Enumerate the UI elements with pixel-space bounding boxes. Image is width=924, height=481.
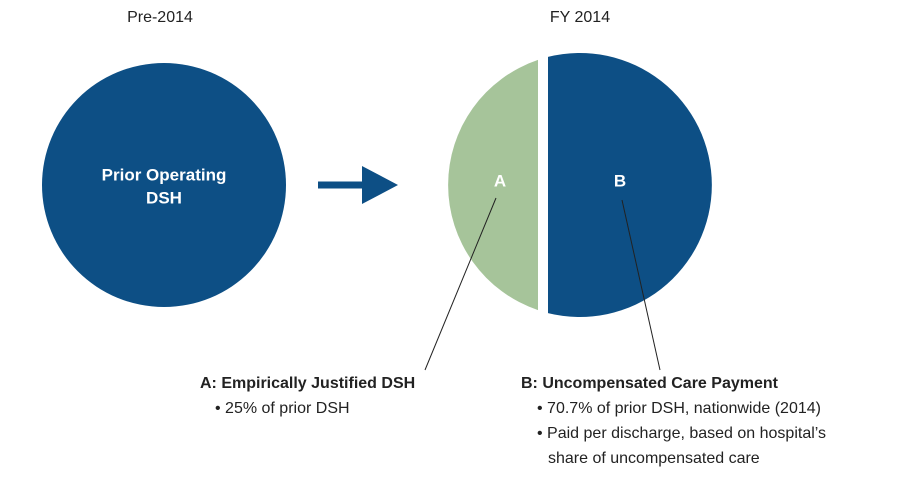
callout-bullet: • 70.7% of prior DSH, nationwide (2014)	[537, 400, 821, 417]
leader-line	[621, 199, 661, 371]
leader-line	[424, 197, 497, 371]
callout-bullet: • 25% of prior DSH	[215, 400, 350, 417]
prior-circle	[42, 63, 286, 307]
callout-bullet: • Paid per discharge, based on hospital’…	[537, 425, 826, 442]
callout-title: B: Uncompensated Care Payment	[521, 375, 779, 392]
segment-b	[548, 52, 712, 317]
circle-label-line: DSH	[146, 188, 182, 207]
callout-bullet-continued: share of uncompensated care	[548, 450, 760, 467]
segment-a-label: A	[494, 171, 506, 190]
right-heading: FY 2014	[550, 9, 610, 26]
circle-label-line: Prior Operating	[102, 165, 227, 184]
segment-a	[448, 59, 538, 311]
segment-b-label: B	[614, 171, 626, 190]
callout-title: A: Empirically Justified DSH	[200, 375, 415, 392]
arrow	[318, 166, 398, 204]
left-heading: Pre-2014	[127, 9, 193, 26]
